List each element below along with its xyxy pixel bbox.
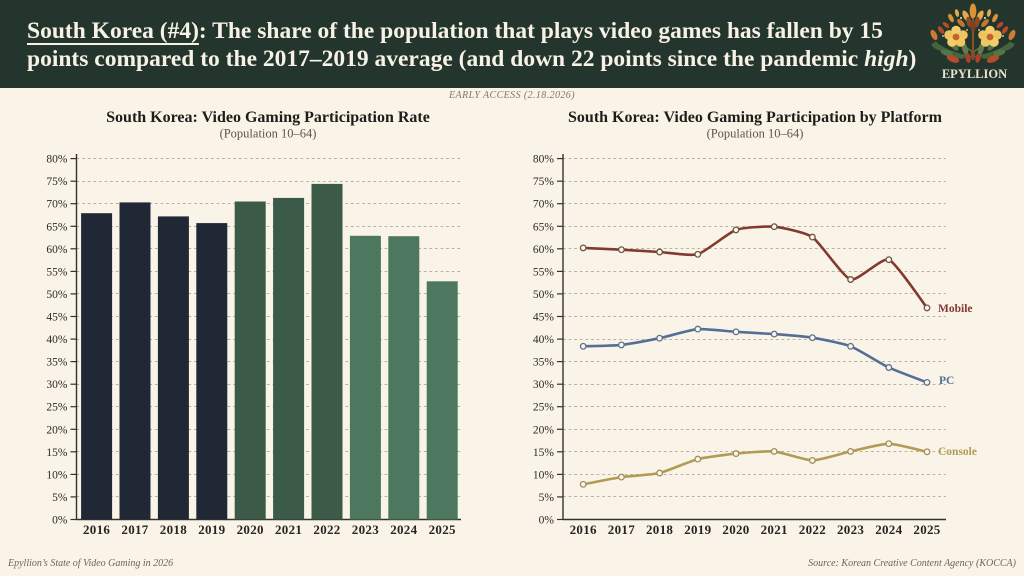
svg-text:5%: 5% (52, 492, 68, 504)
svg-text:2020: 2020 (237, 522, 264, 537)
svg-text:South Korea: Video Gaming Part: South Korea: Video Gaming Participation … (568, 109, 943, 126)
svg-text:15%: 15% (533, 447, 555, 459)
svg-text:55%: 55% (46, 266, 68, 278)
svg-text:2021: 2021 (275, 522, 302, 537)
svg-text:2022: 2022 (799, 522, 826, 537)
svg-text:2018: 2018 (646, 522, 673, 537)
svg-text:2025: 2025 (429, 522, 456, 537)
svg-text:30%: 30% (46, 379, 68, 391)
svg-text:2018: 2018 (160, 522, 187, 537)
svg-text:50%: 50% (533, 289, 555, 301)
svg-text:(Population 10–64): (Population 10–64) (707, 127, 804, 141)
svg-text:45%: 45% (533, 312, 555, 324)
svg-text:2016: 2016 (83, 522, 110, 537)
svg-text:35%: 35% (46, 357, 68, 369)
svg-text:60%: 60% (46, 244, 68, 256)
svg-text:25%: 25% (46, 402, 68, 414)
svg-text:2023: 2023 (352, 522, 379, 537)
svg-text:35%: 35% (533, 357, 555, 369)
svg-text:2017: 2017 (121, 522, 148, 537)
svg-text:2017: 2017 (608, 522, 635, 537)
svg-text:25%: 25% (533, 402, 555, 414)
svg-text:2016: 2016 (570, 522, 597, 537)
svg-text:South Korea: Video Gaming Part: South Korea: Video Gaming Participation … (106, 109, 430, 126)
svg-text:20%: 20% (533, 424, 555, 436)
svg-text:80%: 80% (46, 154, 68, 166)
svg-text:60%: 60% (533, 244, 555, 256)
svg-text:75%: 75% (46, 176, 68, 188)
svg-text:10%: 10% (533, 469, 555, 481)
svg-text:PC: PC (939, 375, 954, 387)
svg-text:0%: 0% (52, 515, 68, 527)
svg-text:2022: 2022 (313, 522, 340, 537)
svg-text:2021: 2021 (761, 522, 788, 537)
svg-text:80%: 80% (533, 154, 555, 166)
svg-text:Console: Console (938, 446, 977, 458)
svg-text:Mobile: Mobile (938, 303, 973, 315)
svg-text:40%: 40% (46, 334, 68, 346)
svg-text:70%: 70% (46, 199, 68, 211)
svg-text:65%: 65% (533, 221, 555, 233)
svg-text:EPYLLION: EPYLLION (942, 67, 1007, 81)
svg-text:20%: 20% (46, 424, 68, 436)
svg-text:45%: 45% (46, 312, 68, 324)
svg-text:15%: 15% (46, 447, 68, 459)
svg-text:2024: 2024 (390, 522, 417, 537)
svg-text:50%: 50% (46, 289, 68, 301)
svg-text:0%: 0% (539, 515, 555, 527)
svg-text:2019: 2019 (684, 522, 711, 537)
svg-text:70%: 70% (533, 199, 555, 211)
svg-text:(Population 10–64): (Population 10–64) (220, 127, 317, 141)
svg-text:2019: 2019 (198, 522, 225, 537)
svg-text:2023: 2023 (837, 522, 864, 537)
svg-text:55%: 55% (533, 266, 555, 278)
svg-text:2024: 2024 (875, 522, 902, 537)
svg-text:40%: 40% (533, 334, 555, 346)
svg-text:2025: 2025 (913, 522, 940, 537)
svg-text:2020: 2020 (722, 522, 749, 537)
svg-text:75%: 75% (533, 176, 555, 188)
svg-text:5%: 5% (539, 492, 555, 504)
svg-text:10%: 10% (46, 469, 68, 481)
svg-text:65%: 65% (46, 221, 68, 233)
svg-text:30%: 30% (533, 379, 555, 391)
